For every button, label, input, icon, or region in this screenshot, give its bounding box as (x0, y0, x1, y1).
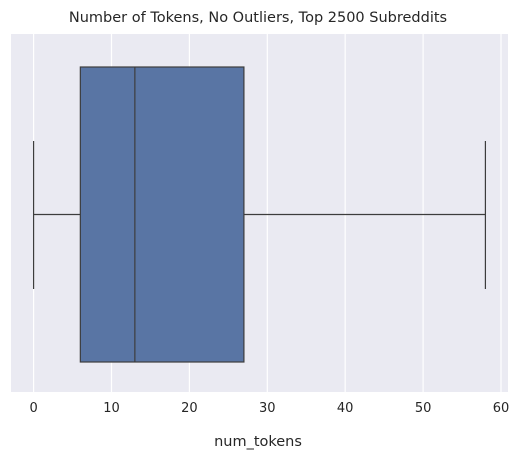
x-tick-label: 60 (493, 401, 510, 416)
x-tick-label: 30 (259, 401, 276, 416)
x-axis-label: num_tokens (214, 434, 302, 450)
x-tick-label: 10 (103, 401, 120, 416)
box-plot (32, 66, 487, 363)
x-tick-label: 0 (29, 401, 37, 416)
x-tick-label: 40 (337, 401, 354, 416)
x-axis-ticks: 0 10 20 30 40 50 60 (29, 401, 509, 416)
x-tick-label: 20 (181, 401, 198, 416)
chart-title: Number of Tokens, No Outliers, Top 2500 … (69, 10, 447, 26)
x-tick-label: 50 (415, 401, 432, 416)
iqr-box (79, 66, 245, 363)
